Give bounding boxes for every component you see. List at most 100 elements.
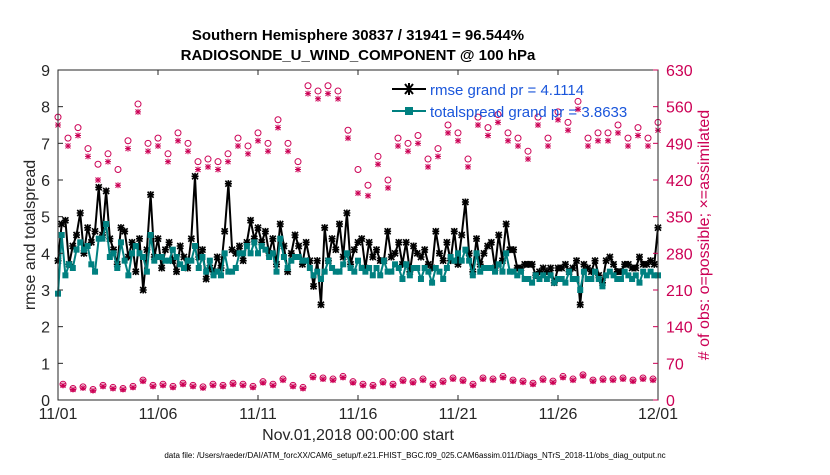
x-tick-label: 12/01 bbox=[638, 406, 678, 423]
spread-point bbox=[477, 268, 484, 275]
spread-point bbox=[73, 246, 80, 253]
rmse-point bbox=[158, 264, 166, 272]
obs-possible-marker bbox=[574, 97, 582, 105]
obs-assimilated-marker bbox=[260, 379, 266, 386]
obs-assimilated-marker bbox=[70, 386, 76, 393]
obs-assimilated-marker bbox=[430, 382, 436, 389]
rmse-point bbox=[335, 220, 344, 228]
rmse-point bbox=[617, 268, 625, 276]
obs-assimilated-marker bbox=[205, 163, 211, 170]
rmse-point bbox=[298, 260, 307, 268]
spread-point bbox=[632, 272, 639, 279]
rmse-point bbox=[176, 242, 184, 250]
spread-point bbox=[614, 276, 621, 282]
obs-assimilated-marker bbox=[115, 182, 121, 189]
spread-point bbox=[236, 250, 243, 257]
y-right-tick-label: 490 bbox=[666, 136, 693, 153]
rmse-point bbox=[576, 301, 584, 309]
obs-assimilated-marker bbox=[505, 137, 511, 144]
y-tick-label: 3 bbox=[41, 283, 50, 300]
spread-point bbox=[351, 268, 358, 275]
rmse-point bbox=[491, 264, 499, 272]
obs-possible-marker bbox=[244, 142, 252, 150]
obs-assimilated-marker bbox=[510, 378, 516, 385]
y-tick-label: 4 bbox=[41, 246, 50, 263]
obs-assimilated-marker bbox=[295, 166, 301, 173]
spread-point bbox=[606, 268, 613, 275]
obs-assimilated-marker bbox=[350, 379, 356, 386]
spread-point bbox=[592, 268, 599, 275]
obs-possible-marker bbox=[204, 155, 212, 163]
rmse-point bbox=[80, 249, 88, 257]
rmse-point bbox=[391, 249, 399, 257]
rmse-point bbox=[432, 227, 440, 235]
obs-assimilated-marker bbox=[85, 153, 91, 160]
rmse-point bbox=[535, 268, 544, 276]
rmse-point bbox=[339, 253, 347, 261]
spread-point bbox=[555, 276, 561, 282]
spread-point bbox=[288, 257, 295, 264]
y-right-tick-label: 210 bbox=[666, 283, 693, 300]
obs-assimilated-marker bbox=[265, 148, 271, 155]
rmse-point bbox=[472, 235, 481, 243]
obs-possible-marker bbox=[634, 124, 642, 132]
rmse-point bbox=[424, 260, 432, 268]
rmse-point bbox=[132, 268, 140, 276]
obs-assimilated-marker bbox=[325, 90, 331, 97]
spread-point bbox=[543, 276, 550, 282]
obs-assimilated-marker bbox=[370, 383, 376, 390]
obs-possible-marker bbox=[514, 134, 522, 142]
rmse-point bbox=[495, 231, 503, 239]
rmse-point bbox=[569, 264, 577, 272]
obs-assimilated-marker bbox=[165, 158, 171, 165]
obs-assimilated-marker bbox=[495, 119, 501, 126]
rmse-point bbox=[232, 249, 240, 257]
rmse-point bbox=[580, 260, 588, 268]
spread-point bbox=[417, 276, 424, 282]
obs-assimilated-marker bbox=[120, 386, 126, 393]
rmse-point bbox=[417, 253, 425, 261]
obs-assimilated-marker bbox=[385, 184, 391, 191]
spread-point bbox=[299, 257, 306, 264]
spread-point bbox=[92, 268, 99, 275]
spread-point bbox=[206, 257, 213, 264]
rmse-point bbox=[84, 224, 92, 232]
obs-assimilated-marker bbox=[460, 378, 466, 385]
rmse-point bbox=[165, 238, 173, 246]
spread-point bbox=[103, 221, 110, 227]
rmse-point bbox=[547, 264, 555, 272]
obs-assimilated-marker bbox=[475, 122, 481, 128]
legend: rmse grand pr = 4.1114 totalspread grand… bbox=[392, 82, 627, 121]
rmse-point bbox=[169, 257, 177, 265]
legend-entry-spread: totalspread grand pr = 3.8633 bbox=[430, 104, 627, 121]
spread-point bbox=[373, 265, 380, 271]
obs-assimilated-marker bbox=[190, 383, 196, 390]
rmse-point bbox=[624, 260, 632, 268]
spread-point bbox=[114, 265, 121, 271]
obs-possible-marker bbox=[164, 150, 172, 158]
obs-assimilated-marker bbox=[600, 377, 606, 384]
spread-point bbox=[273, 268, 280, 275]
spread-point bbox=[58, 232, 65, 238]
obs-assimilated-marker bbox=[300, 385, 306, 392]
spread-point bbox=[388, 268, 395, 275]
y-tick-label: 7 bbox=[41, 136, 50, 153]
obs-assimilated-marker bbox=[435, 153, 441, 160]
rmse-point bbox=[206, 264, 214, 272]
obs-assimilated-marker bbox=[345, 135, 351, 142]
spread-point bbox=[192, 243, 199, 249]
rmse-point bbox=[513, 264, 521, 272]
spread-point bbox=[395, 265, 402, 271]
rmse-point bbox=[398, 260, 407, 268]
obs-assimilated-marker bbox=[545, 142, 551, 149]
spread-point bbox=[295, 254, 302, 260]
y-right-tick-label: 0 bbox=[666, 393, 675, 410]
spread-point bbox=[610, 272, 617, 279]
obs-possible-marker bbox=[214, 158, 222, 166]
obs-assimilated-marker bbox=[225, 158, 231, 165]
rmse-point bbox=[639, 260, 647, 268]
obs-assimilated-marker bbox=[195, 166, 201, 173]
obs-possible-marker bbox=[474, 113, 482, 121]
